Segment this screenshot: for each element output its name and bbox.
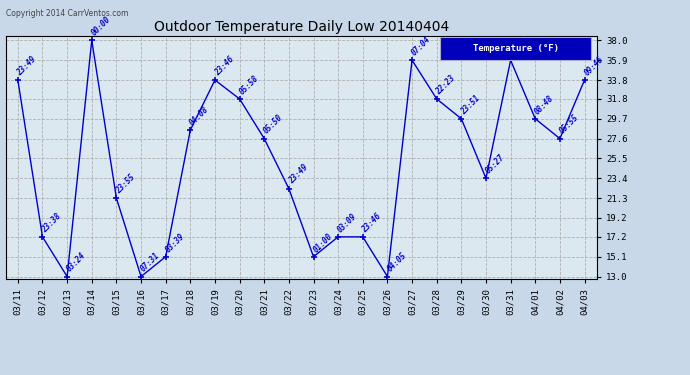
- Text: 05:50: 05:50: [262, 113, 285, 136]
- Text: 23:38: 23:38: [40, 211, 63, 234]
- Text: 03:09: 03:09: [336, 211, 359, 234]
- Text: 23:49: 23:49: [16, 54, 39, 77]
- Text: Copyright 2014 CarrVentos.com: Copyright 2014 CarrVentos.com: [6, 9, 128, 18]
- Text: 23:55: 23:55: [115, 172, 137, 195]
- Text: 03:24: 03:24: [65, 251, 88, 274]
- Text: 03:05: 03:05: [509, 35, 531, 57]
- Text: 09:46: 09:46: [582, 54, 605, 77]
- Text: 23:46: 23:46: [213, 54, 235, 77]
- Text: 01:00: 01:00: [311, 231, 334, 254]
- Text: 23:49: 23:49: [286, 163, 309, 186]
- Text: 07:31: 07:31: [139, 251, 161, 274]
- Text: 22:23: 22:23: [435, 74, 457, 96]
- Text: 08:48: 08:48: [533, 93, 555, 116]
- Text: 00:00: 00:00: [90, 15, 112, 38]
- Text: 05:55: 05:55: [558, 113, 580, 136]
- Text: 05:27: 05:27: [484, 153, 506, 176]
- Text: 04:05: 04:05: [385, 251, 408, 274]
- Text: 03:39: 03:39: [164, 231, 186, 254]
- Text: 23:46: 23:46: [361, 211, 384, 234]
- Text: 07:04: 07:04: [410, 35, 433, 57]
- Title: Outdoor Temperature Daily Low 20140404: Outdoor Temperature Daily Low 20140404: [154, 21, 449, 34]
- Text: 05:58: 05:58: [237, 74, 260, 96]
- Text: 04:08: 04:08: [188, 105, 211, 128]
- Text: 23:51: 23:51: [459, 93, 482, 116]
